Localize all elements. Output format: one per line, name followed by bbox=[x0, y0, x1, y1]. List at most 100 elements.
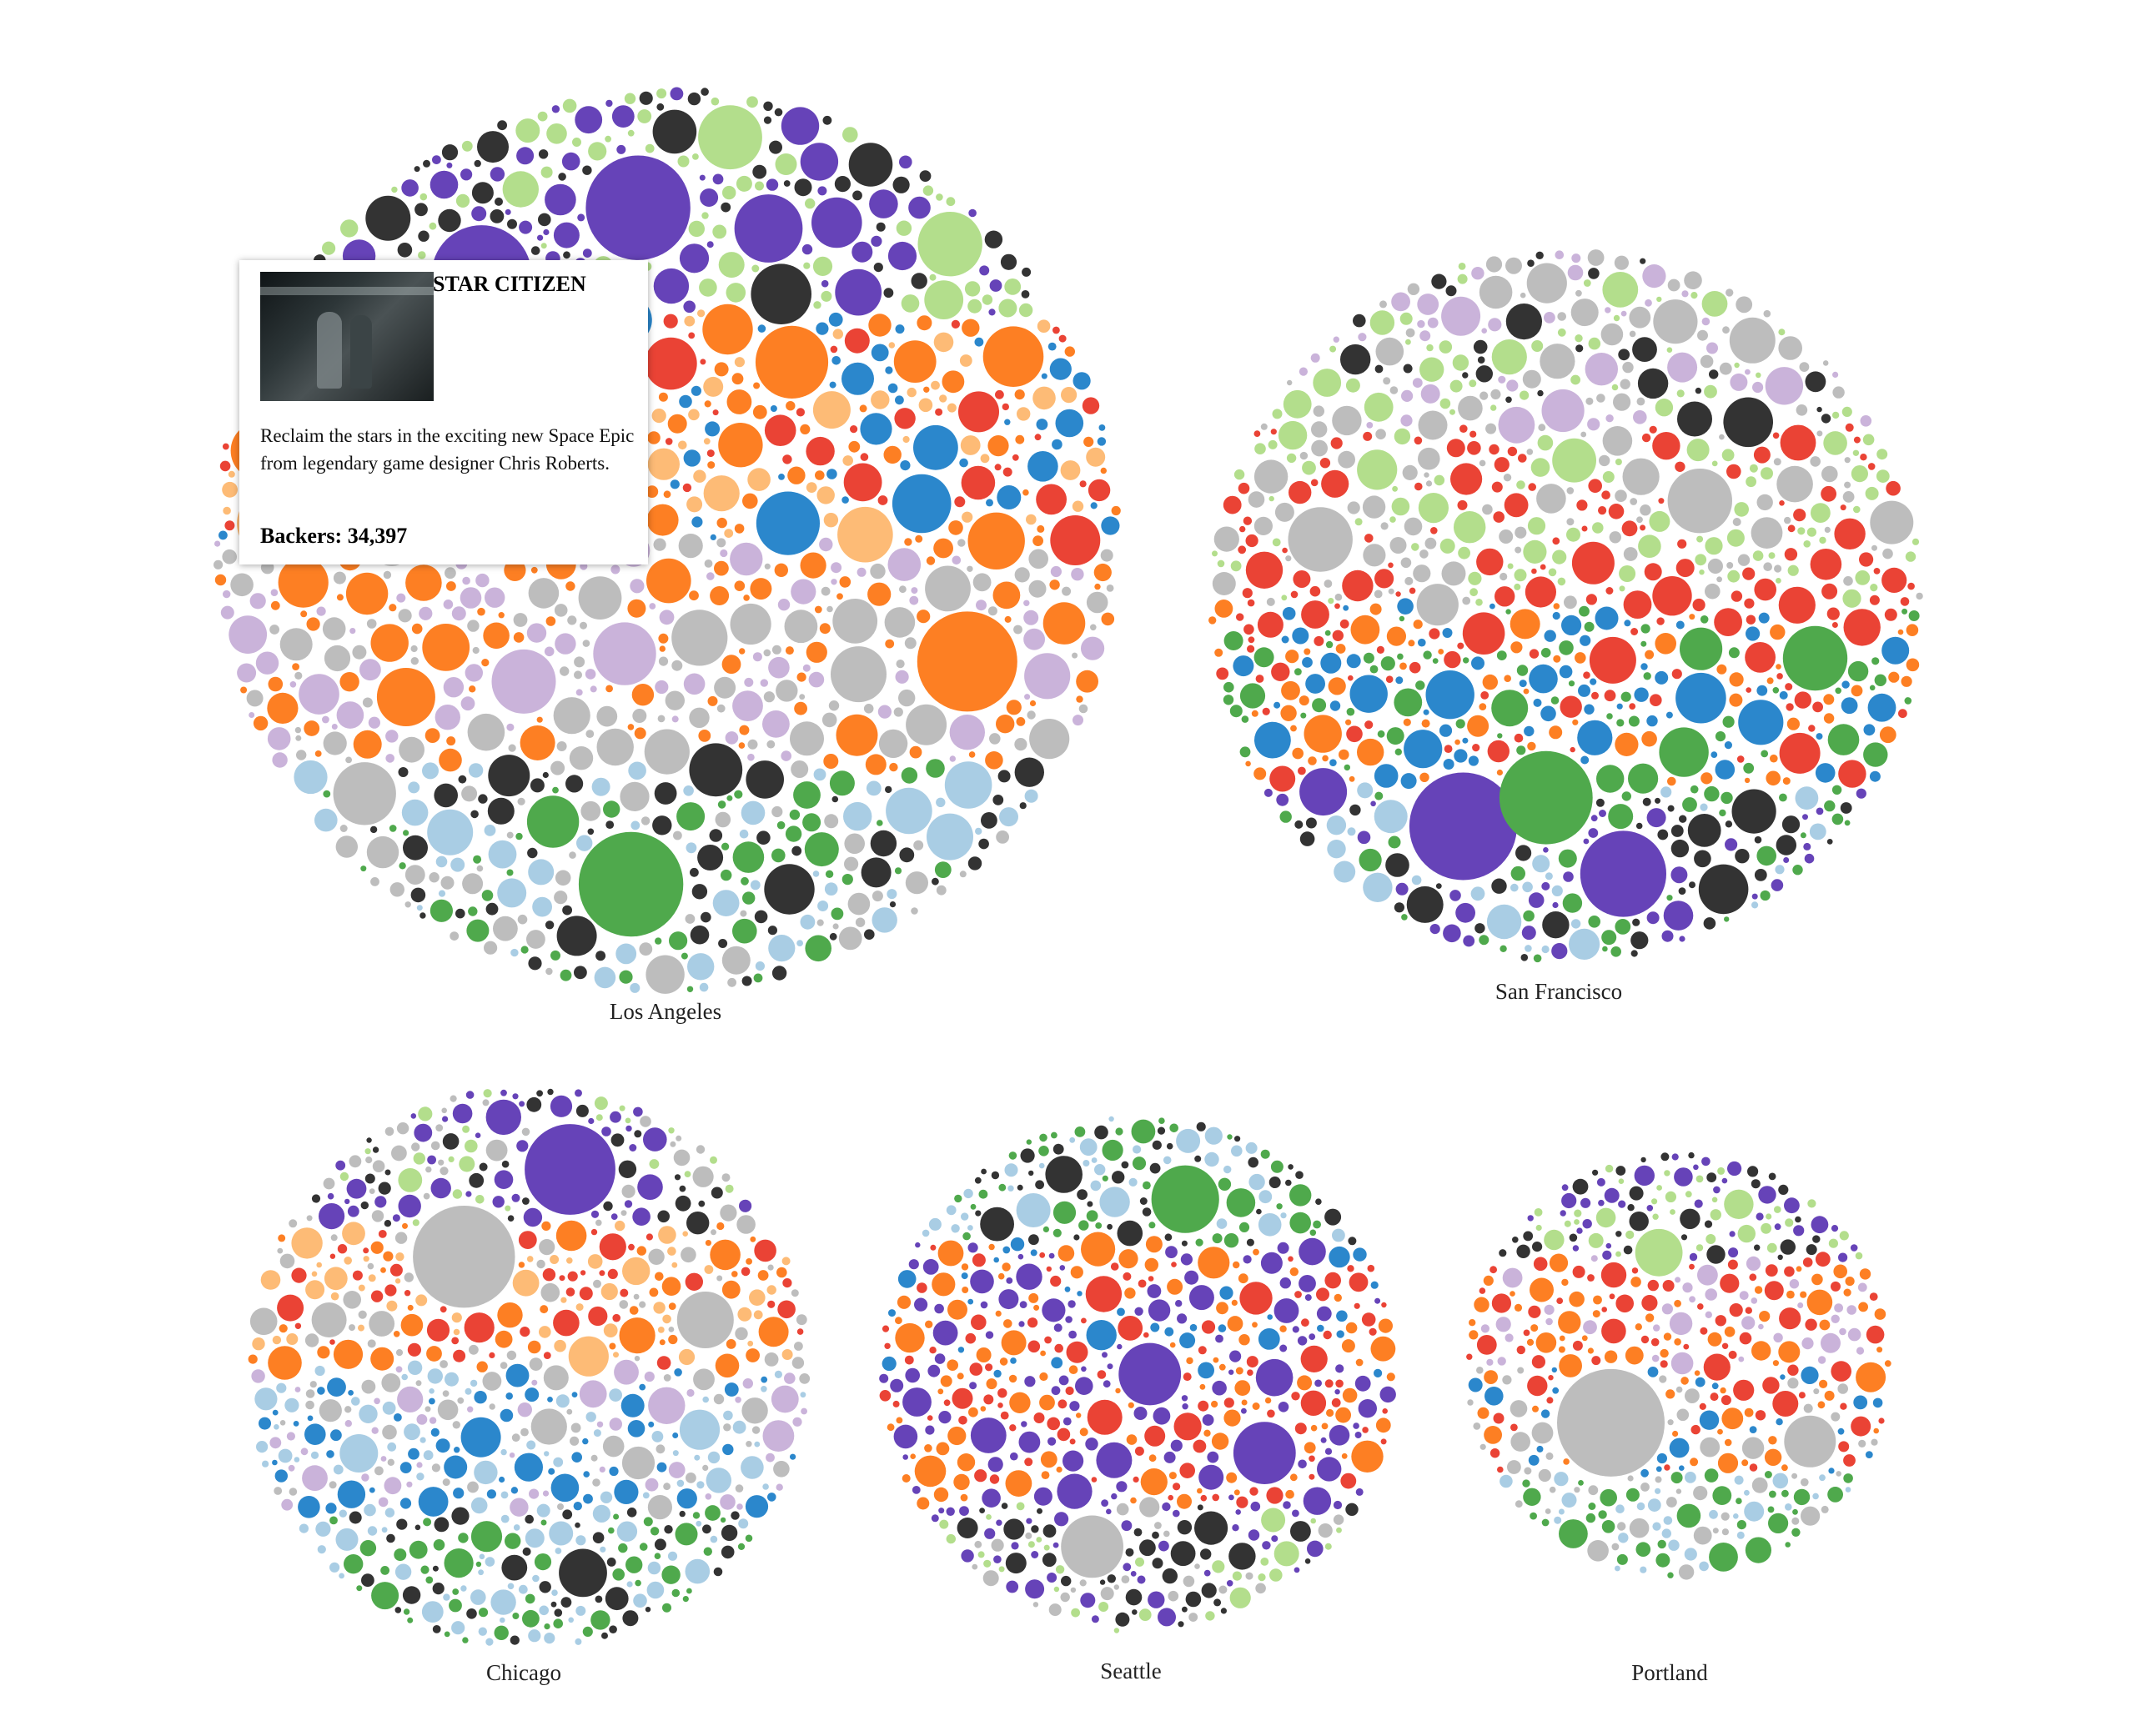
project-bubble[interactable] bbox=[1034, 434, 1042, 441]
project-bubble[interactable] bbox=[790, 721, 824, 756]
project-bubble[interactable] bbox=[1787, 1364, 1799, 1376]
project-bubble[interactable] bbox=[1117, 1343, 1123, 1350]
project-bubble[interactable] bbox=[1859, 552, 1874, 567]
project-bubble[interactable] bbox=[1888, 671, 1900, 683]
project-bubble[interactable] bbox=[819, 537, 833, 552]
project-bubble[interactable] bbox=[1786, 703, 1794, 711]
project-bubble[interactable] bbox=[552, 786, 559, 794]
project-bubble[interactable] bbox=[1133, 1476, 1139, 1483]
project-bubble[interactable] bbox=[366, 835, 399, 869]
project-bubble[interactable] bbox=[443, 1593, 450, 1601]
project-bubble[interactable] bbox=[1212, 1380, 1227, 1396]
project-bubble[interactable] bbox=[639, 1383, 646, 1391]
project-bubble[interactable] bbox=[1561, 1184, 1569, 1192]
project-bubble[interactable] bbox=[1847, 1327, 1861, 1342]
project-bubble[interactable] bbox=[1799, 362, 1810, 372]
project-bubble[interactable] bbox=[1395, 882, 1409, 896]
project-bubble[interactable] bbox=[1285, 555, 1292, 562]
project-bubble[interactable] bbox=[1665, 1389, 1675, 1399]
project-bubble[interactable] bbox=[1724, 916, 1730, 922]
project-bubble[interactable] bbox=[721, 1545, 735, 1559]
project-bubble[interactable] bbox=[959, 354, 972, 367]
project-bubble[interactable] bbox=[1545, 872, 1553, 881]
project-bubble[interactable] bbox=[1097, 1370, 1107, 1379]
project-bubble[interactable] bbox=[594, 966, 616, 989]
project-bubble[interactable] bbox=[1697, 1264, 1718, 1286]
project-bubble[interactable] bbox=[895, 1317, 902, 1325]
project-bubble[interactable] bbox=[580, 800, 601, 821]
project-bubble[interactable] bbox=[599, 1466, 605, 1473]
project-bubble[interactable] bbox=[1300, 712, 1307, 719]
project-bubble[interactable] bbox=[404, 1272, 414, 1282]
project-bubble[interactable] bbox=[637, 1174, 663, 1200]
project-bubble[interactable] bbox=[1528, 1454, 1540, 1466]
project-bubble[interactable] bbox=[1382, 1408, 1388, 1414]
project-bubble[interactable] bbox=[766, 1285, 776, 1295]
project-bubble[interactable] bbox=[676, 1479, 685, 1488]
project-bubble[interactable] bbox=[1808, 725, 1816, 732]
project-bubble[interactable] bbox=[1363, 872, 1393, 903]
project-bubble[interactable] bbox=[751, 263, 811, 325]
project-bubble[interactable] bbox=[249, 593, 266, 610]
project-bubble[interactable] bbox=[1341, 1339, 1355, 1353]
project-bubble[interactable] bbox=[366, 1137, 372, 1143]
project-bubble[interactable] bbox=[871, 235, 882, 247]
project-bubble[interactable] bbox=[1449, 379, 1463, 393]
project-bubble[interactable] bbox=[418, 251, 426, 259]
project-bubble[interactable] bbox=[432, 1583, 445, 1595]
project-bubble[interactable] bbox=[1514, 1303, 1523, 1312]
project-bubble[interactable] bbox=[741, 1397, 768, 1424]
project-bubble[interactable] bbox=[1325, 640, 1334, 649]
project-bubble[interactable] bbox=[751, 1426, 761, 1434]
project-bubble[interactable] bbox=[485, 1099, 521, 1136]
project-bubble[interactable] bbox=[1784, 1197, 1800, 1214]
project-bubble[interactable] bbox=[1521, 926, 1536, 941]
project-bubble[interactable] bbox=[1713, 1186, 1721, 1194]
project-bubble[interactable] bbox=[1452, 354, 1469, 371]
project-bubble[interactable] bbox=[1776, 465, 1813, 503]
project-bubble[interactable] bbox=[721, 1524, 738, 1542]
project-bubble[interactable] bbox=[1107, 1223, 1113, 1230]
project-bubble[interactable] bbox=[1477, 356, 1485, 364]
project-bubble[interactable] bbox=[1188, 1613, 1198, 1622]
project-bubble[interactable] bbox=[622, 1257, 651, 1286]
project-bubble[interactable] bbox=[1687, 814, 1721, 847]
project-bubble[interactable] bbox=[1851, 685, 1863, 697]
project-bubble[interactable] bbox=[407, 1304, 414, 1311]
project-bubble[interactable] bbox=[1831, 411, 1840, 419]
project-bubble[interactable] bbox=[1527, 517, 1546, 535]
project-bubble[interactable] bbox=[1394, 688, 1423, 717]
project-bubble[interactable] bbox=[974, 337, 984, 347]
project-bubble[interactable] bbox=[369, 1487, 375, 1493]
project-bubble[interactable] bbox=[1108, 1116, 1114, 1122]
project-bubble[interactable] bbox=[1294, 1291, 1302, 1298]
project-bubble[interactable] bbox=[1529, 649, 1540, 659]
project-bubble[interactable] bbox=[1044, 1336, 1052, 1344]
project-bubble[interactable] bbox=[673, 830, 682, 840]
project-bubble[interactable] bbox=[419, 912, 426, 919]
project-bubble[interactable] bbox=[323, 731, 347, 755]
project-bubble[interactable] bbox=[399, 1498, 412, 1509]
project-bubble[interactable] bbox=[627, 599, 646, 618]
project-bubble[interactable] bbox=[747, 739, 758, 750]
project-bubble[interactable] bbox=[712, 173, 724, 185]
project-bubble[interactable] bbox=[700, 188, 719, 207]
project-bubble[interactable] bbox=[1537, 434, 1554, 451]
project-bubble[interactable] bbox=[1042, 1298, 1066, 1322]
project-bubble[interactable] bbox=[529, 1488, 540, 1499]
project-bubble[interactable] bbox=[314, 1365, 325, 1377]
project-bubble[interactable] bbox=[872, 891, 883, 902]
project-bubble[interactable] bbox=[985, 1363, 993, 1372]
project-bubble[interactable] bbox=[1709, 369, 1719, 379]
project-bubble[interactable] bbox=[397, 1386, 424, 1412]
project-bubble[interactable] bbox=[1246, 1356, 1258, 1368]
project-bubble[interactable] bbox=[914, 1297, 928, 1312]
project-bubble[interactable] bbox=[771, 966, 787, 981]
project-bubble[interactable] bbox=[1077, 1189, 1088, 1200]
project-bubble[interactable] bbox=[1821, 1505, 1829, 1513]
project-bubble[interactable] bbox=[907, 387, 917, 398]
project-bubble[interactable] bbox=[1292, 747, 1304, 760]
project-bubble[interactable] bbox=[562, 905, 572, 916]
project-bubble[interactable] bbox=[1271, 1535, 1278, 1543]
project-bubble[interactable] bbox=[1801, 1337, 1814, 1350]
